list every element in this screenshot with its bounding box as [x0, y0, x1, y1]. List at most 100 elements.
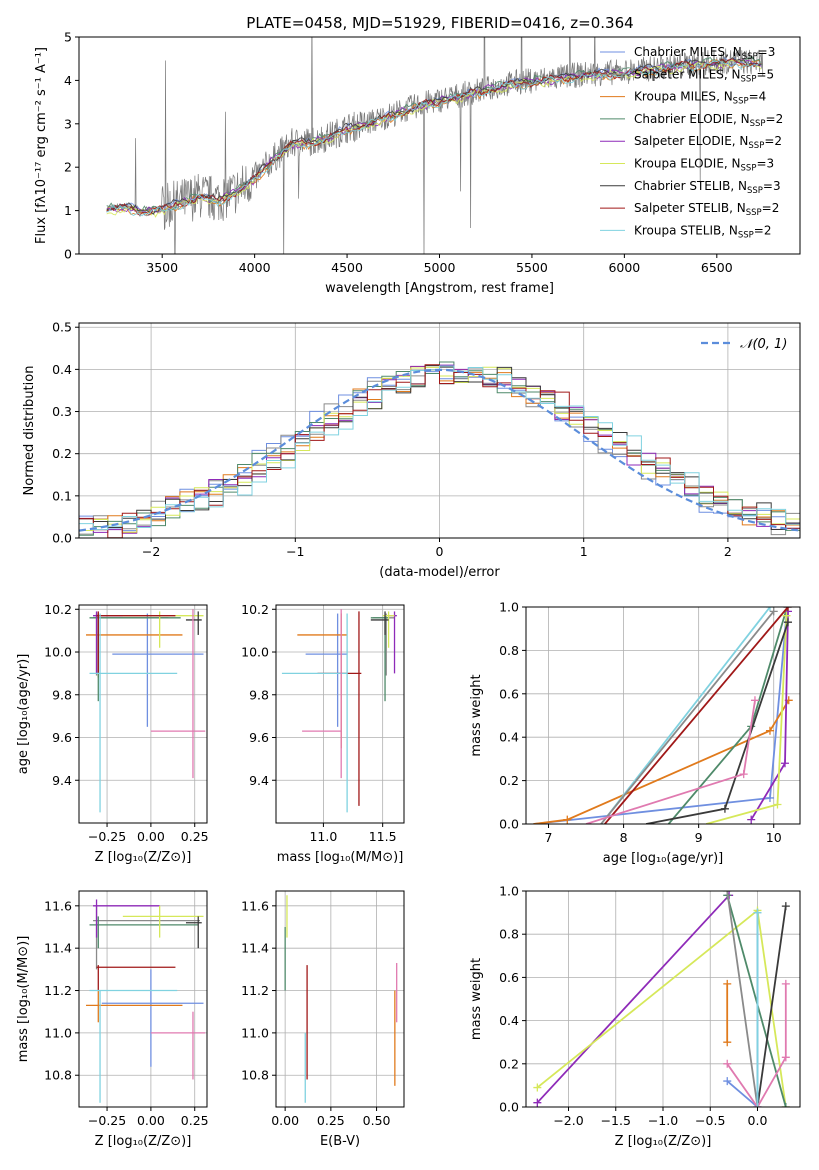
axes-frame	[275, 890, 405, 1108]
legend-nssp-value: 2	[772, 201, 780, 215]
axes-frame	[78, 604, 208, 824]
legend-nssp-eq: =	[756, 67, 766, 81]
model-spectrum-kroupa-miles	[106, 59, 762, 216]
mass-vs-Z-panel: −0.25 0.00 0.25 10.8 11.0 11.2 11.4 11.6 Z [log₁…	[16, 890, 209, 1149]
age-vs-Z-panel: −0.25 0.00 0.25 9.4 9.6 9.8 10.0 10.2 Z [log₁₀(Z…	[16, 602, 209, 865]
cumulative-marker	[765, 726, 774, 735]
legend-nssp-value: 2	[764, 223, 772, 237]
legend-nssp-prefix: , N	[721, 223, 738, 237]
legend-nssp-eq: =	[758, 45, 768, 59]
data-point-pink	[150, 1011, 206, 1080]
y-tick-label: 11.4	[44, 941, 72, 956]
residuals-panel: 𝒩(0, 1) −2 −1 0 1 2 0.0 0.1 0.2 0.3 0.4 0.5 (data-mo…	[22, 320, 801, 580]
y-axis-label: mass weight	[469, 674, 484, 756]
x-tick-label: 6000	[608, 260, 640, 275]
legend-nssp-sub: SSP	[738, 230, 754, 240]
x-tick-label: −1	[286, 544, 304, 559]
x-tick-label: 3500	[146, 260, 178, 275]
legend-nssp-value: 3	[768, 45, 776, 59]
cumulative-line-salpeter-stelib	[604, 607, 789, 824]
y-tick-label: 0.4	[499, 730, 519, 745]
legend-nssp-prefix: , N	[729, 201, 746, 215]
plot-area	[281, 609, 397, 813]
legend-entry: Chabrier ELODIE, NSSP=2	[634, 112, 783, 129]
cumulative-marker	[739, 770, 748, 779]
model-spectrum-salpeter-stelib	[106, 58, 762, 216]
plot-area	[86, 899, 206, 1103]
cumulative-line-chabrier-elodie	[726, 895, 787, 1107]
legend-nssp-value: 3	[773, 179, 781, 193]
x-axis-label: (data-model)/error	[379, 565, 500, 580]
y-tick-label: 10.2	[241, 602, 269, 617]
cumulative-marker	[773, 800, 782, 809]
legend-nssp-value: 5	[767, 67, 775, 81]
cumulative-line-kroupa-miles	[533, 699, 790, 824]
x-tick-label: 6500	[701, 260, 733, 275]
legend-nssp-value: 2	[776, 112, 784, 126]
legend-model-name: Salpeter STELIB	[634, 201, 729, 215]
x-tick-label: 11.0	[309, 829, 337, 844]
y-tick-label: 10.0	[241, 645, 269, 660]
y-tick-label: 0	[64, 247, 72, 262]
legend-nssp-eq: =	[756, 157, 766, 171]
axes-frame	[525, 606, 801, 825]
data-point-chabrier-stelib	[185, 611, 202, 635]
legend-model-name: Chabrier MILES	[634, 45, 725, 59]
y-tick-label: 0.4	[499, 1013, 519, 1028]
x-tick-label: −0.25	[88, 829, 126, 844]
cumulative-line-kroupa-stelib	[600, 607, 771, 824]
legend-nssp-value: 3	[767, 157, 775, 171]
y-tick-label: 0.6	[499, 970, 519, 985]
legend-nssp-eq: =	[749, 90, 759, 104]
legend-nssp-prefix: , N	[733, 112, 750, 126]
x-tick-label: 5500	[516, 260, 548, 275]
y-tick-label: 0.2	[499, 1056, 519, 1071]
data-point-kroupa-stelib	[89, 989, 178, 1103]
y-tick-label: 9.6	[249, 730, 269, 745]
cumulative-age-panel: 7 8 9 10 0.0 0.2 0.4 0.6 0.8 1.0 age [log₁₀(age/yr…	[469, 600, 801, 866]
y-tick-label: 9.6	[52, 730, 72, 745]
cumulative-marker	[765, 793, 774, 802]
cumulative-line-pink	[726, 983, 787, 1107]
x-tick-label: 10	[766, 830, 782, 845]
legend-nssp-eq: =	[763, 179, 773, 193]
y-tick-label: 10.2	[44, 602, 72, 617]
x-axis-label: age [log₁₀(age/yr)]	[603, 851, 724, 866]
x-axis-label: mass [log₁₀(M/M⊙)]	[277, 850, 404, 865]
data-point-chabrier-miles	[305, 613, 348, 727]
y-tick-label: 0.8	[499, 927, 519, 942]
cumulative-marker	[723, 979, 732, 988]
cumulative-marker	[563, 815, 572, 824]
y-tick-label: 10.8	[241, 1068, 269, 1083]
cumulative-marker	[783, 607, 792, 611]
cumulative-marker	[783, 607, 792, 611]
y-tick-label: 0.4	[52, 362, 72, 377]
legend-entry: Chabrier MILES, NSSP=3	[634, 45, 775, 62]
x-tick-label: −2	[142, 544, 160, 559]
legend-nssp-sub: SSP	[746, 208, 762, 218]
x-tick-label: −1.5	[601, 1113, 631, 1128]
y-tick-label: 9.4	[52, 773, 72, 788]
y-tick-label: 11.2	[241, 983, 269, 998]
y-axis-label: age [log₁₀(age/yr)]	[16, 654, 31, 775]
cumulative-marker	[723, 1059, 732, 1068]
x-tick-label: 9	[695, 830, 703, 845]
y-axis-label: Flux [fλ10⁻¹⁷ erg cm⁻² s⁻¹ A⁻¹]	[34, 47, 49, 244]
legend-model-name: Kroupa ELODIE	[634, 157, 724, 171]
legend-nssp-sub: SSP	[748, 141, 764, 151]
plot-area	[86, 609, 206, 813]
x-tick-label: 7	[545, 830, 553, 845]
data-point-chabrier-miles	[112, 613, 204, 727]
legend-nssp-prefix: , N	[724, 157, 741, 171]
y-tick-label: 0.2	[499, 773, 519, 788]
legend-entry: Salpeter STELIB, NSSP=2	[634, 201, 779, 218]
legend-nssp-sub: SSP	[741, 164, 757, 174]
x-tick-label: −2.0	[553, 1113, 583, 1128]
legend-nssp-prefix: , N	[730, 179, 747, 193]
legend-nssp-sub: SSP	[747, 186, 763, 196]
x-axis-label: Z [log₁₀(Z/Z⊙)]	[615, 1134, 712, 1149]
data-point-chabrier-miles	[101, 969, 204, 1067]
x-tick-label: 5000	[424, 260, 456, 275]
legend-model-name: Chabrier STELIB	[634, 179, 730, 193]
